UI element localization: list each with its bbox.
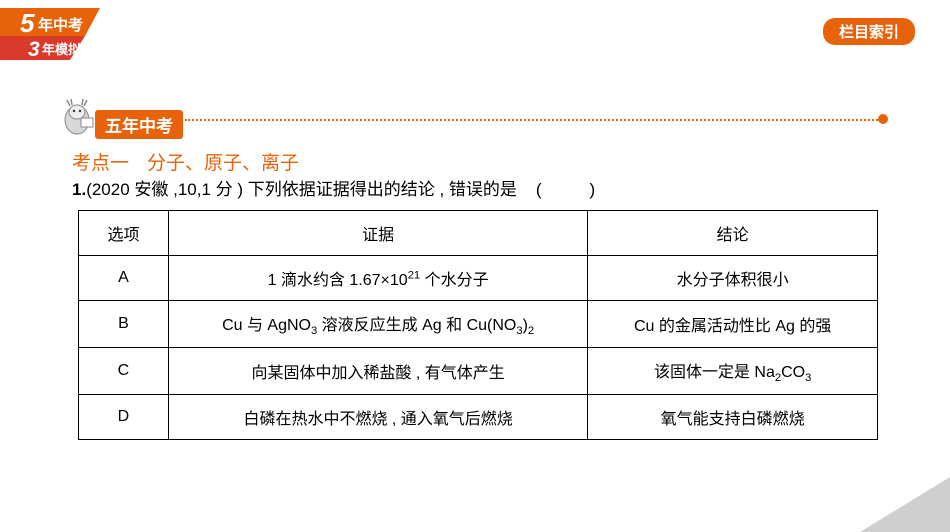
svg-text:年模拟: 年模拟 xyxy=(42,42,81,57)
paren-left: ( xyxy=(536,180,542,199)
question-stem: 1.(2020 安徽 ,10,1 分 ) 下列依据证据得出的结论 , 错误的是 … xyxy=(72,175,595,200)
table-row: B Cu 与 AgNO3 溶液反应生成 Ag 和 Cu(NO3)2 Cu 的金属… xyxy=(79,301,878,348)
header-conclusion: 结论 xyxy=(588,211,878,256)
dotted-end-icon xyxy=(878,114,888,124)
logo-svg: 5 年中考 3 年模拟 xyxy=(0,8,120,68)
question-text: 下列依据证据得出的结论 , 错误的是 xyxy=(243,180,517,199)
section-badge: 五年中考 xyxy=(95,110,183,139)
topic-title: 分子、原子、离子 xyxy=(147,153,299,174)
index-badge[interactable]: 栏目索引 xyxy=(823,18,915,45)
question-number: 1. xyxy=(72,180,86,199)
header-option: 选项 xyxy=(79,211,169,256)
topic-label: 考点一 xyxy=(72,153,129,174)
svg-text:3: 3 xyxy=(28,38,40,61)
cell-evidence: Cu 与 AgNO3 溶液反应生成 Ag 和 Cu(NO3)2 xyxy=(168,301,587,348)
cell-conclusion: Cu 的金属活动性比 Ag 的强 xyxy=(588,301,878,348)
table-row: C 向某固体中加入稀盐酸 , 有气体产生 该固体一定是 Na2CO3 xyxy=(79,348,878,395)
topic-line: 考点一分子、原子、离子 xyxy=(72,148,299,175)
mascot-icon xyxy=(60,98,95,138)
cell-evidence: 向某固体中加入稀盐酸 , 有气体产生 xyxy=(168,348,587,395)
cell-evidence: 白磷在热水中不燃烧 , 通入氧气后燃烧 xyxy=(168,395,587,440)
evidence-table: 选项 证据 结论 A 1 滴水约含 1.67×1021 个水分子 水分子体积很小… xyxy=(78,210,878,440)
cell-evidence: 1 滴水约含 1.67×1021 个水分子 xyxy=(168,256,587,301)
paren-right: ) xyxy=(590,180,596,199)
corner-decoration xyxy=(860,477,950,532)
cell-conclusion: 该固体一定是 Na2CO3 xyxy=(588,348,878,395)
cell-conclusion: 水分子体积很小 xyxy=(588,256,878,301)
dotted-divider xyxy=(185,119,878,121)
logo: 5 年中考 3 年模拟 xyxy=(0,8,120,63)
header-evidence: 证据 xyxy=(168,211,587,256)
cell-opt: B xyxy=(79,301,169,348)
cell-opt: D xyxy=(79,395,169,440)
table-row: A 1 滴水约含 1.67×1021 个水分子 水分子体积很小 xyxy=(79,256,878,301)
svg-text:年中考: 年中考 xyxy=(38,16,83,34)
table-header-row: 选项 证据 结论 xyxy=(79,211,878,256)
cell-opt: A xyxy=(79,256,169,301)
svg-text:5: 5 xyxy=(20,8,35,38)
cell-conclusion: 氧气能支持白磷燃烧 xyxy=(588,395,878,440)
cell-opt: C xyxy=(79,348,169,395)
table-row: D 白磷在热水中不燃烧 , 通入氧气后燃烧 氧气能支持白磷燃烧 xyxy=(79,395,878,440)
question-source: (2020 安徽 ,10,1 分 ) xyxy=(86,180,243,199)
